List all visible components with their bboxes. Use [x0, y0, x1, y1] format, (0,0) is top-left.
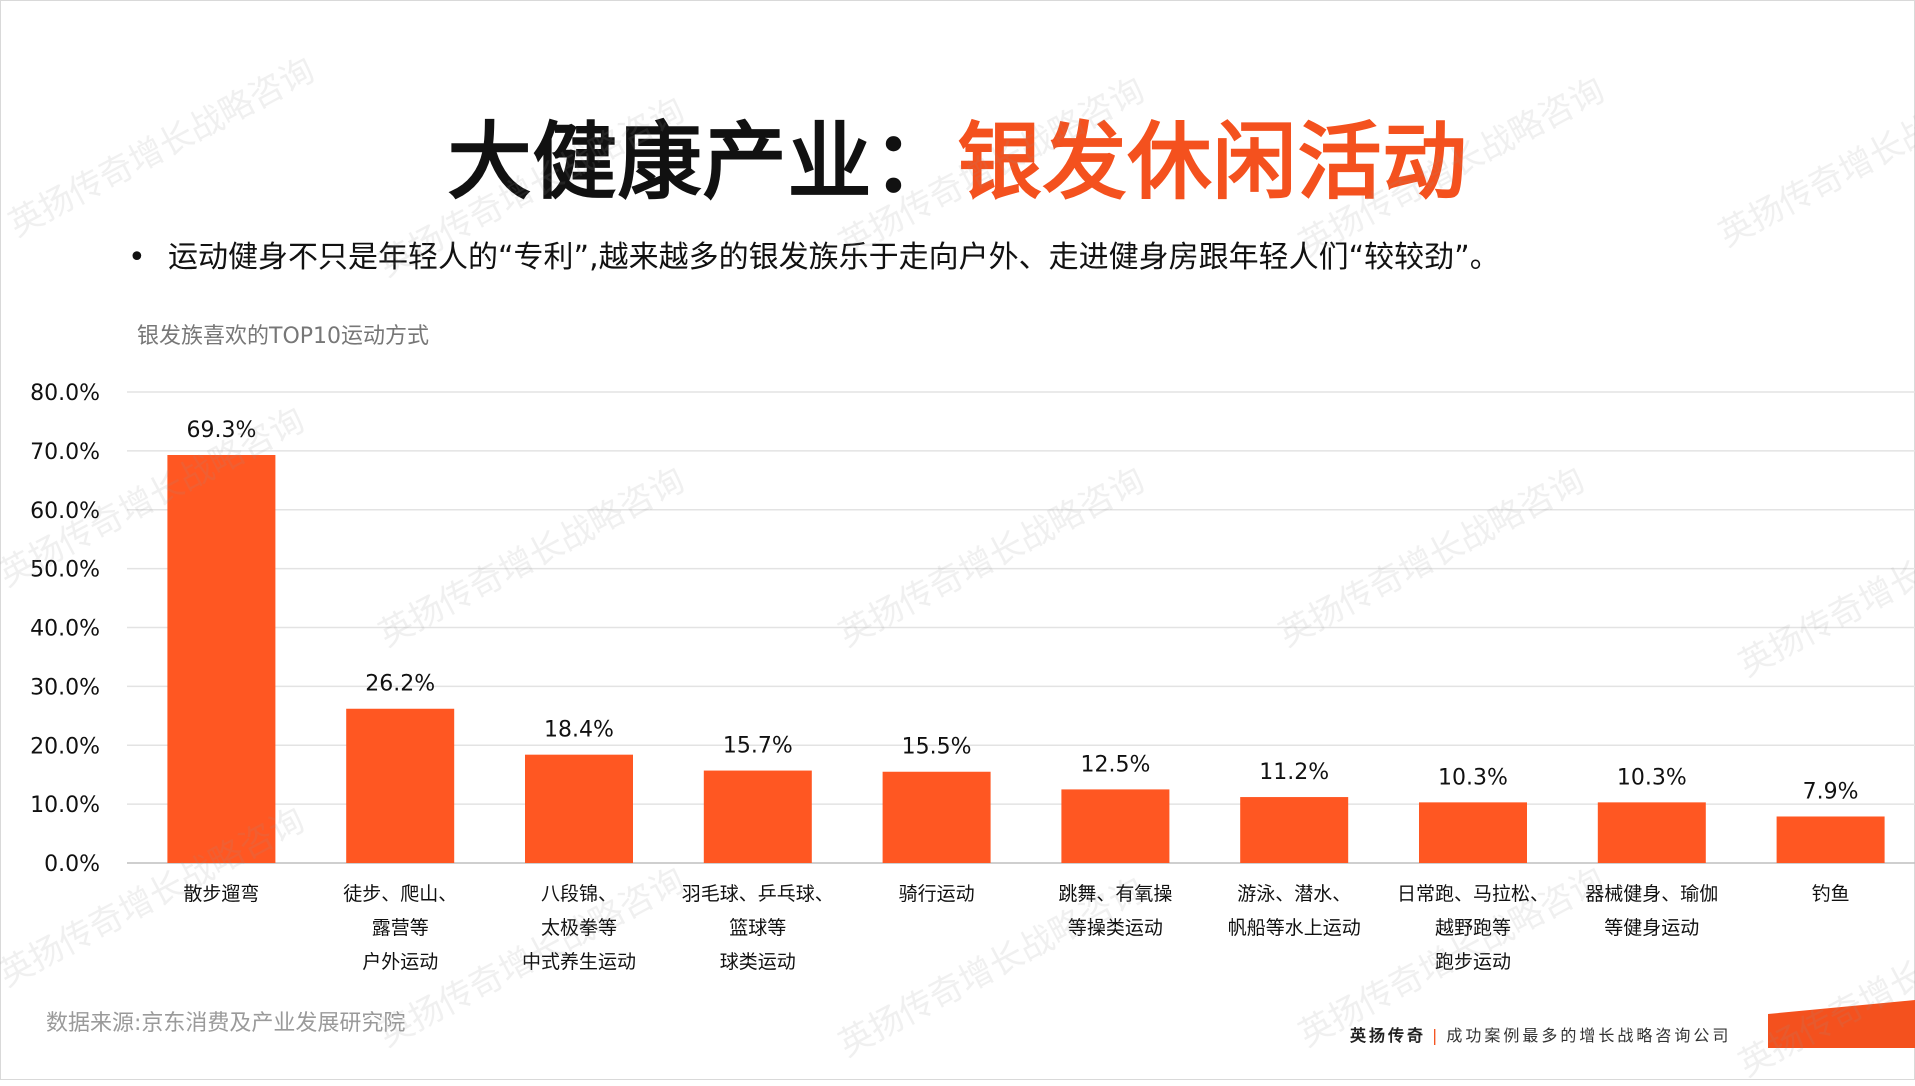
- x-tick-label: 中式养生运动: [522, 951, 636, 973]
- x-tick-label: 羽毛球、乒乓球、: [682, 883, 834, 905]
- x-tick-label: 户外运动: [362, 951, 438, 973]
- footer-slogan: 成功案例最多的增长战略咨询公司: [1446, 1026, 1732, 1045]
- data-label: 7.9%: [1803, 779, 1859, 804]
- bullet-marker: •: [128, 240, 146, 275]
- x-tick-label: 日常跑、马拉松、: [1397, 883, 1549, 905]
- bar: [346, 708, 455, 863]
- y-tick-label: 70.0%: [30, 440, 100, 465]
- bullet-text: 运动健身不只是年轻人的“专利”,越来越多的银发族乐于走向户外、走进健身房跟年轻人…: [168, 240, 1500, 275]
- footer-separator: |: [1432, 1026, 1441, 1045]
- x-tick-label: 骑行运动: [899, 883, 975, 905]
- title-part-2: 银发休闲活动: [957, 113, 1468, 211]
- x-tick-label: 篮球等: [729, 917, 786, 939]
- x-tick-label: 跳舞、有氧操: [1058, 883, 1172, 905]
- x-tick-label: 太极拳等: [541, 917, 617, 939]
- footer: 英扬传奇 | 成功案例最多的增长战略咨询公司: [1350, 1022, 1731, 1046]
- footer-accent-shape: [1768, 1000, 1915, 1048]
- y-tick-label: 30.0%: [30, 675, 100, 700]
- bar: [703, 770, 812, 863]
- data-source: 数据来源:京东消费及产业发展研究院: [46, 1011, 406, 1036]
- x-tick-label: 球类运动: [720, 951, 796, 973]
- x-tick-label: 等健身运动: [1604, 917, 1699, 939]
- bar: [1597, 802, 1706, 863]
- x-tick-label: 器械健身、瑜伽: [1585, 883, 1718, 905]
- x-tick-label: 等操类运动: [1068, 917, 1163, 939]
- bar: [1061, 789, 1170, 863]
- bullet-point: • 运动健身不只是年轻人的“专利”,越来越多的银发族乐于走向户外、走进健身房跟年轻…: [128, 232, 1500, 276]
- x-tick-label: 跑步运动: [1435, 951, 1511, 973]
- bar-chart: 0.0% 10.0% 20.0% 30.0% 40.0% 50.0% 60.0% 70.0% 8…: [30, 381, 1915, 973]
- x-tick-label: 游泳、潜水、: [1237, 883, 1351, 905]
- data-label: 15.7%: [723, 734, 793, 759]
- y-tick-label: 60.0%: [30, 499, 100, 524]
- x-tick-label: 徒步、爬山、: [343, 883, 457, 905]
- bar: [525, 754, 633, 863]
- footer-brand: 英扬传奇: [1350, 1026, 1427, 1045]
- title-part-1: 大健康产业：: [447, 113, 958, 211]
- x-tick-label: 帆船等水上运动: [1228, 917, 1361, 939]
- x-tick-label: 露营等: [372, 917, 429, 939]
- data-label: 10.3%: [1617, 765, 1687, 790]
- y-tick-label: 0.0%: [44, 852, 100, 877]
- data-label: 15.5%: [902, 735, 972, 760]
- data-label: 10.3%: [1438, 765, 1508, 790]
- data-label: 12.5%: [1080, 752, 1150, 777]
- x-tick-label: 八段锦、: [541, 883, 617, 905]
- page-title: 大健康产业：银发休闲活动: [0, 95, 1915, 216]
- chart-title: 银发族喜欢的TOP10运动方式: [137, 324, 430, 349]
- data-label: 18.4%: [544, 718, 614, 743]
- bar: [1240, 797, 1349, 863]
- x-tick-label: 越野跑等: [1435, 917, 1511, 939]
- bar: [167, 454, 276, 863]
- y-tick-label: 50.0%: [30, 558, 100, 583]
- x-tick-label: 钓鱼: [1812, 883, 1850, 905]
- y-tick-label: 10.0%: [30, 793, 100, 818]
- y-tick-label: 20.0%: [30, 734, 100, 759]
- y-tick-label: 80.0%: [30, 381, 100, 406]
- y-tick-label: 40.0%: [30, 617, 100, 642]
- bar: [882, 771, 991, 863]
- x-tick-label: 散步遛弯: [183, 883, 259, 905]
- data-label: 26.2%: [365, 672, 435, 697]
- data-label: 69.3%: [186, 418, 256, 443]
- bar: [1419, 802, 1527, 863]
- data-label: 11.2%: [1259, 760, 1329, 785]
- bar: [1776, 816, 1885, 863]
